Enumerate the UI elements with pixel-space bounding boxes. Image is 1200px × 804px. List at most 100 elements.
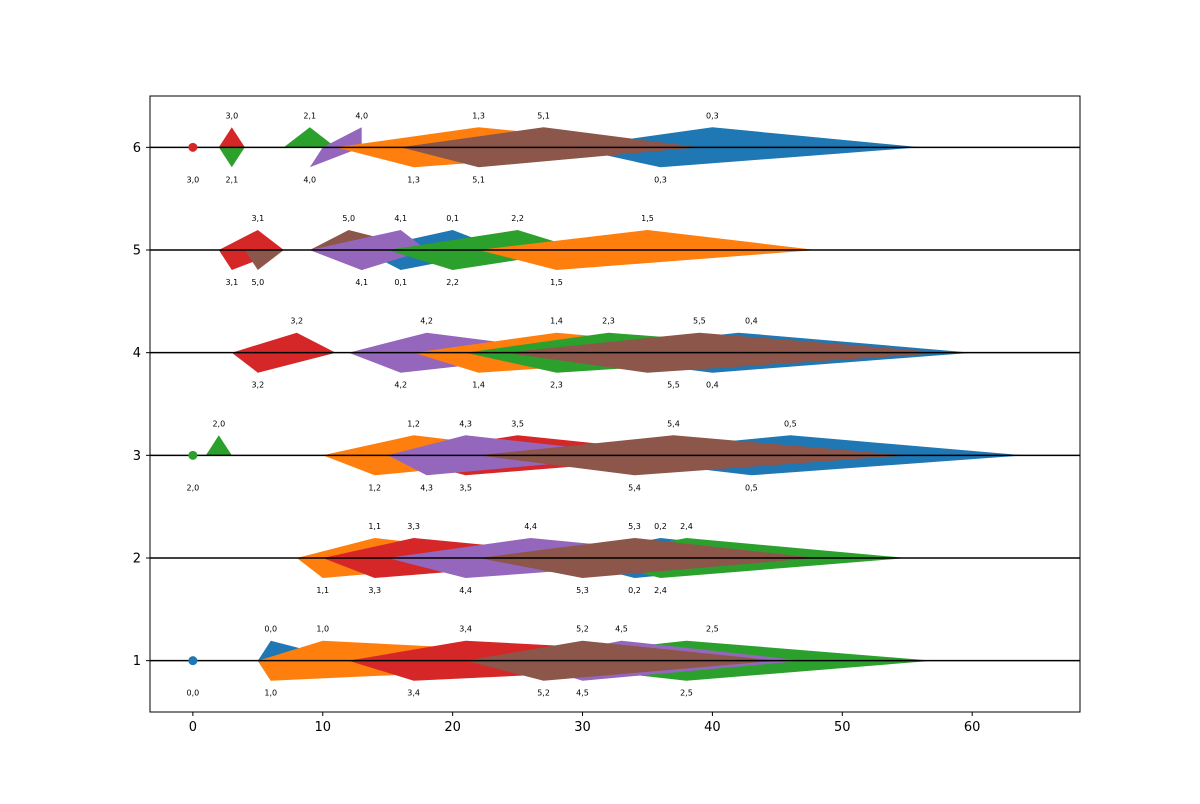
- shape-row3-12: [205, 435, 232, 456]
- label-bottom-22: 5,4: [628, 483, 641, 492]
- label-bottom-7: 5,0: [251, 278, 264, 287]
- label-bottom-5: 0,3: [654, 175, 667, 184]
- label-bottom-21: 3,5: [459, 483, 472, 492]
- shape-row6-31: [218, 127, 245, 148]
- label-bottom-32: 3,4: [407, 689, 420, 698]
- label-top-30: 0,0: [264, 625, 277, 634]
- label-top-21: 3,5: [511, 419, 524, 428]
- label-top-11: 1,5: [641, 214, 654, 223]
- label-top-18: 2,0: [212, 419, 225, 428]
- shape-row6-33: [283, 127, 336, 148]
- x-tick-label-20: 20: [444, 720, 461, 735]
- label-top-13: 4,2: [420, 317, 433, 326]
- label-bottom-13: 4,2: [394, 381, 407, 390]
- label-bottom-34: 4,5: [576, 689, 589, 698]
- label-bottom-26: 4,4: [459, 586, 472, 595]
- label-top-16: 5,5: [693, 317, 706, 326]
- label-bottom-28: 0,2: [628, 586, 641, 595]
- label-top-32: 3,4: [459, 625, 472, 634]
- shape-row6-32: [218, 147, 245, 168]
- label-top-10: 2,2: [511, 214, 524, 223]
- x-tick-label-0: 0: [189, 720, 197, 735]
- label-bottom-16: 5,5: [667, 381, 680, 390]
- label-bottom-33: 5,2: [537, 689, 550, 698]
- labels-layer: 3,0 2,1 4,0 1,3 5,1 0,3 3,1 5,0 4,1 0,1 2,2 1,5 3,2 4…: [186, 111, 796, 697]
- label-bottom-12: 3,2: [251, 381, 264, 390]
- label-top-17: 0,4: [745, 317, 758, 326]
- ticks-layer: 0 10 20 30 40 50 60 1 2 3 4 5 6: [133, 141, 981, 735]
- label-bottom-9: 0,1: [394, 278, 407, 287]
- label-bottom-20: 4,3: [420, 483, 433, 492]
- y-tick-label-3: 3: [133, 449, 141, 464]
- label-top-15: 2,3: [602, 317, 615, 326]
- label-top-22: 5,4: [667, 419, 680, 428]
- dot-2: [188, 142, 198, 152]
- y-tick-label-1: 1: [133, 654, 141, 669]
- label-top-6: 3,1: [251, 214, 264, 223]
- label-top-0: 3,0: [225, 111, 238, 120]
- x-tick-label-30: 30: [574, 720, 591, 735]
- label-top-35: 2,5: [706, 625, 719, 634]
- label-bottom-25: 3,3: [368, 586, 381, 595]
- label-bottom-8: 4,1: [355, 278, 368, 287]
- label-top-33: 5,2: [576, 625, 589, 634]
- label-top-4: 5,1: [537, 111, 550, 120]
- label-bottom-4: 5,1: [472, 175, 485, 184]
- label-bottom-24: 1,1: [316, 586, 329, 595]
- label-top-27: 5,3: [628, 522, 641, 531]
- label-bottom-30: 0,0: [186, 689, 199, 698]
- dot-1: [188, 450, 198, 460]
- y-tick-label-5: 5: [133, 244, 141, 259]
- label-bottom-2: 4,0: [303, 175, 316, 184]
- label-bottom-23: 0,5: [745, 483, 758, 492]
- label-bottom-19: 1,2: [368, 483, 381, 492]
- label-top-12: 3,2: [290, 317, 303, 326]
- y-tick-label-2: 2: [133, 552, 141, 567]
- label-bottom-35: 2,5: [680, 689, 693, 698]
- label-bottom-6: 3,1: [225, 278, 238, 287]
- label-top-26: 4,4: [524, 522, 537, 531]
- label-top-1: 2,1: [303, 111, 316, 120]
- baselines-layer: [150, 146, 1080, 662]
- label-top-9: 0,1: [446, 214, 459, 223]
- label-top-25: 3,3: [407, 522, 420, 531]
- plot-background: [150, 96, 1080, 712]
- label-top-28: 0,2: [654, 522, 667, 531]
- shape-row5-25: [244, 250, 284, 270]
- x-tick-label-60: 60: [964, 720, 981, 735]
- x-tick-label-50: 50: [834, 720, 851, 735]
- label-top-5: 0,3: [706, 111, 719, 120]
- y-tick-label-4: 4: [133, 346, 141, 361]
- label-top-31: 1,0: [316, 625, 329, 634]
- label-top-14: 1,4: [550, 317, 563, 326]
- label-bottom-17: 0,4: [706, 381, 719, 390]
- label-top-24: 1,1: [368, 522, 381, 531]
- label-top-7: 5,0: [342, 214, 355, 223]
- label-top-23: 0,5: [784, 419, 797, 428]
- plot-frame: [149, 95, 1081, 713]
- label-bottom-15: 2,3: [550, 381, 563, 390]
- y-tick-label-6: 6: [133, 141, 141, 156]
- label-top-2: 4,0: [355, 111, 368, 120]
- label-top-34: 4,5: [615, 625, 628, 634]
- label-bottom-29: 2,4: [654, 586, 667, 595]
- x-tick-label-10: 10: [314, 720, 331, 735]
- label-bottom-14: 1,4: [472, 381, 485, 390]
- label-bottom-27: 5,3: [576, 586, 589, 595]
- label-bottom-3: 1,3: [407, 175, 420, 184]
- x-tick-label-40: 40: [704, 720, 721, 735]
- label-top-29: 2,4: [680, 522, 693, 531]
- label-bottom-0: 3,0: [186, 175, 199, 184]
- label-top-3: 1,3: [472, 111, 485, 120]
- label-bottom-10: 2,2: [446, 278, 459, 287]
- label-bottom-11: 1,5: [550, 278, 563, 287]
- label-bottom-31: 1,0: [264, 689, 277, 698]
- label-top-20: 4,3: [459, 419, 472, 428]
- label-top-8: 4,1: [394, 214, 407, 223]
- dot-0: [188, 656, 198, 666]
- label-top-19: 1,2: [407, 419, 420, 428]
- label-bottom-18: 2,0: [186, 483, 199, 492]
- label-bottom-1: 2,1: [225, 175, 238, 184]
